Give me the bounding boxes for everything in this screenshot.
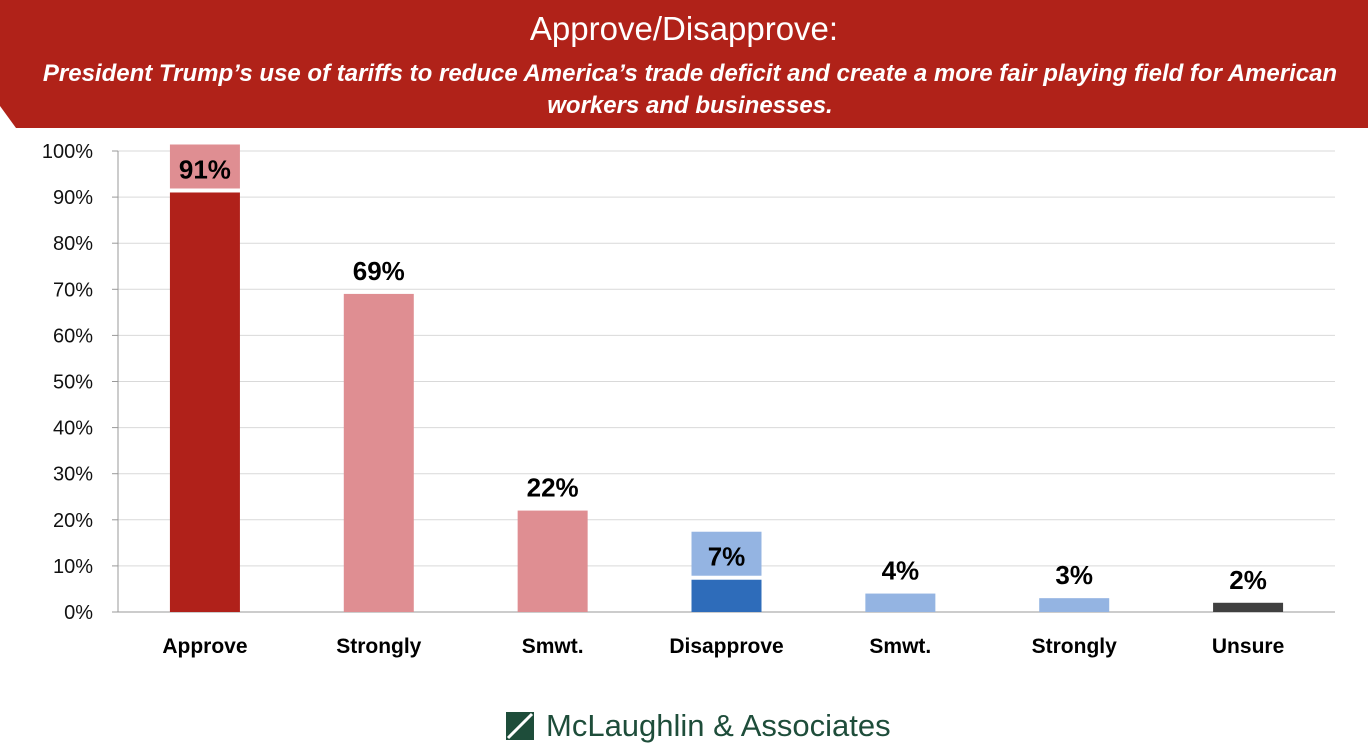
y-tick-label: 60% <box>53 325 93 347</box>
y-tick-label: 10% <box>53 556 93 578</box>
y-tick-label: 80% <box>53 233 93 255</box>
bar <box>865 593 936 612</box>
category-label: Strongly <box>1032 635 1117 658</box>
bar <box>1213 602 1284 612</box>
data-label: 2% <box>1229 565 1267 595</box>
data-label: 91% <box>179 154 231 184</box>
data-label: 69% <box>353 256 405 286</box>
data-label-box <box>691 531 762 576</box>
data-label-box <box>169 144 240 189</box>
category-label: Unsure <box>1212 635 1284 658</box>
category-label: Approve <box>162 635 247 658</box>
bar <box>1039 598 1110 612</box>
bar <box>169 192 240 613</box>
category-label: Smwt. <box>522 635 584 658</box>
data-label: 3% <box>1055 560 1093 590</box>
data-label: 4% <box>882 556 920 586</box>
bar <box>343 293 414 612</box>
logo-icon <box>506 712 534 740</box>
y-tick-label: 50% <box>53 372 93 394</box>
y-tick-label: 100% <box>42 141 93 163</box>
chart-title: Approve/Disapprove: <box>529 10 839 47</box>
y-tick-label: 30% <box>53 464 93 486</box>
y-tick-label: 70% <box>53 279 93 301</box>
data-label: 7% <box>708 542 746 572</box>
bar <box>517 510 588 612</box>
data-label: 22% <box>527 473 579 503</box>
logo-text: McLaughlin & Associates <box>546 708 891 743</box>
bar <box>691 579 762 612</box>
y-tick-label: 0% <box>64 602 93 624</box>
category-label: Smwt. <box>869 635 931 658</box>
category-label: Strongly <box>336 635 421 658</box>
category-label: Disapprove <box>669 635 783 658</box>
chart-subtitle: President Trump’s use of tariffs to redu… <box>42 60 1338 119</box>
title-banner <box>0 0 1368 128</box>
y-tick-label: 20% <box>53 510 93 532</box>
y-tick-label: 40% <box>53 418 93 440</box>
footer-logo: McLaughlin & Associates <box>506 708 891 744</box>
y-tick-label: 90% <box>53 187 93 209</box>
